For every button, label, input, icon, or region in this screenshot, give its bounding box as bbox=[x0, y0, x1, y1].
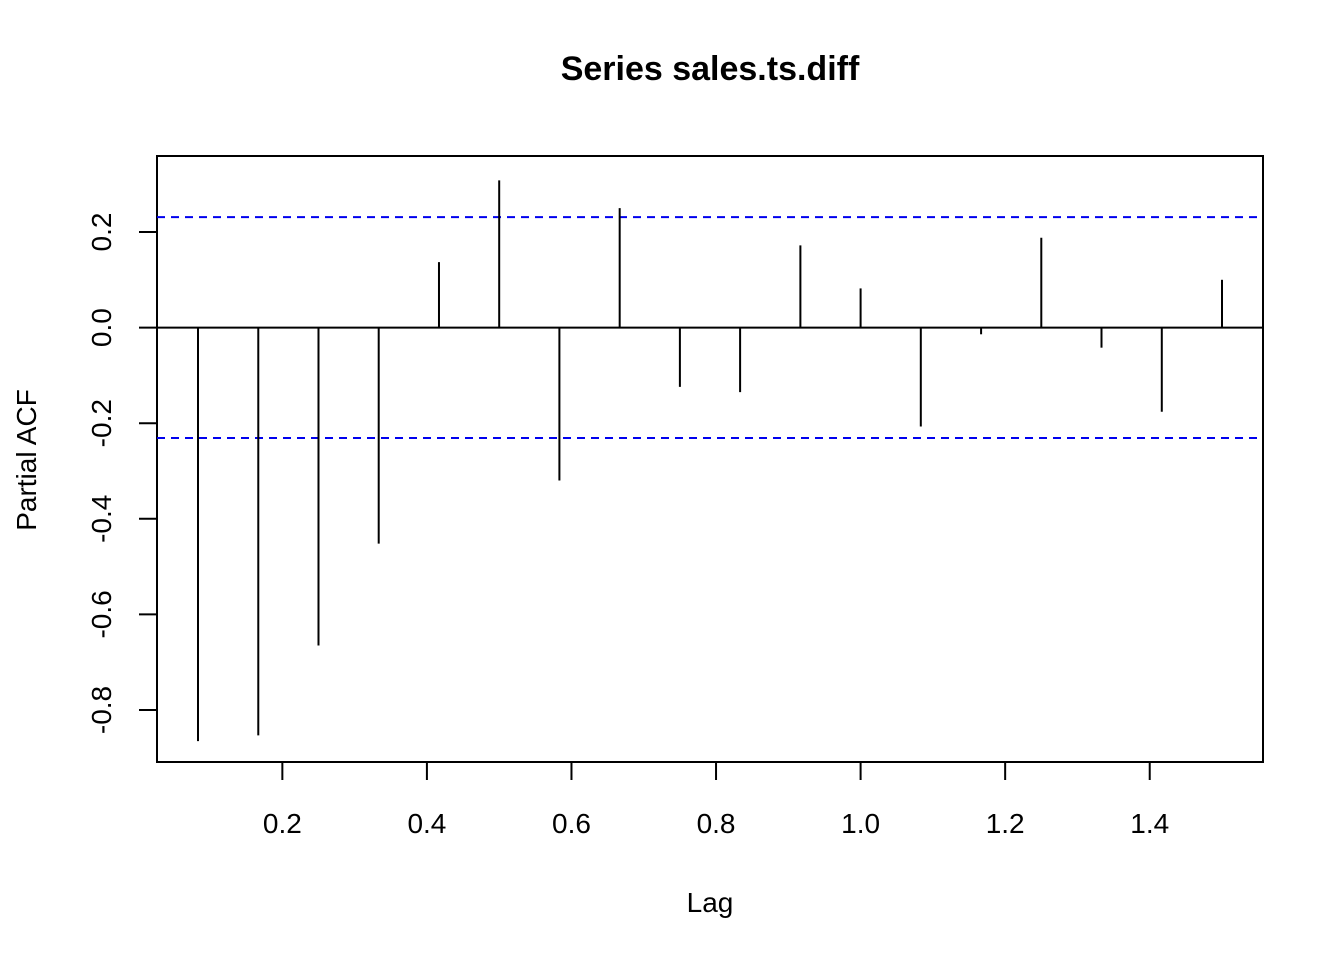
y-axis-label: Partial ACF bbox=[11, 389, 42, 531]
x-tick-label: 0.8 bbox=[697, 808, 736, 839]
x-tick-label: 1.0 bbox=[841, 808, 880, 839]
y-tick-label: -0.4 bbox=[86, 495, 117, 543]
pacf-bars bbox=[197, 180, 1223, 742]
y-tick-label: 0.0 bbox=[86, 308, 117, 347]
confidence-bounds bbox=[157, 216, 1263, 440]
y-tick-label: -0.8 bbox=[86, 686, 117, 734]
x-tick-label: 1.2 bbox=[986, 808, 1025, 839]
y-tick-label: -0.2 bbox=[86, 399, 117, 447]
x-axis-label: Lag bbox=[687, 887, 734, 918]
y-tick-label: 0.2 bbox=[86, 213, 117, 252]
chart-title: Series sales.ts.diff bbox=[561, 50, 860, 88]
x-axis: 0.2 0.4 0.6 0.8 1.0 1.2 1.4 bbox=[263, 761, 1169, 839]
y-axis: -0.8 -0.6 -0.4 -0.2 0.0 0.2 bbox=[86, 213, 158, 734]
x-tick-label: 1.4 bbox=[1130, 808, 1169, 839]
x-tick-label: 0.6 bbox=[552, 808, 591, 839]
x-tick-label: 0.2 bbox=[263, 808, 302, 839]
y-tick-label: -0.6 bbox=[86, 590, 117, 638]
x-tick-label: 0.4 bbox=[407, 808, 446, 839]
plot-frame bbox=[156, 155, 1264, 763]
